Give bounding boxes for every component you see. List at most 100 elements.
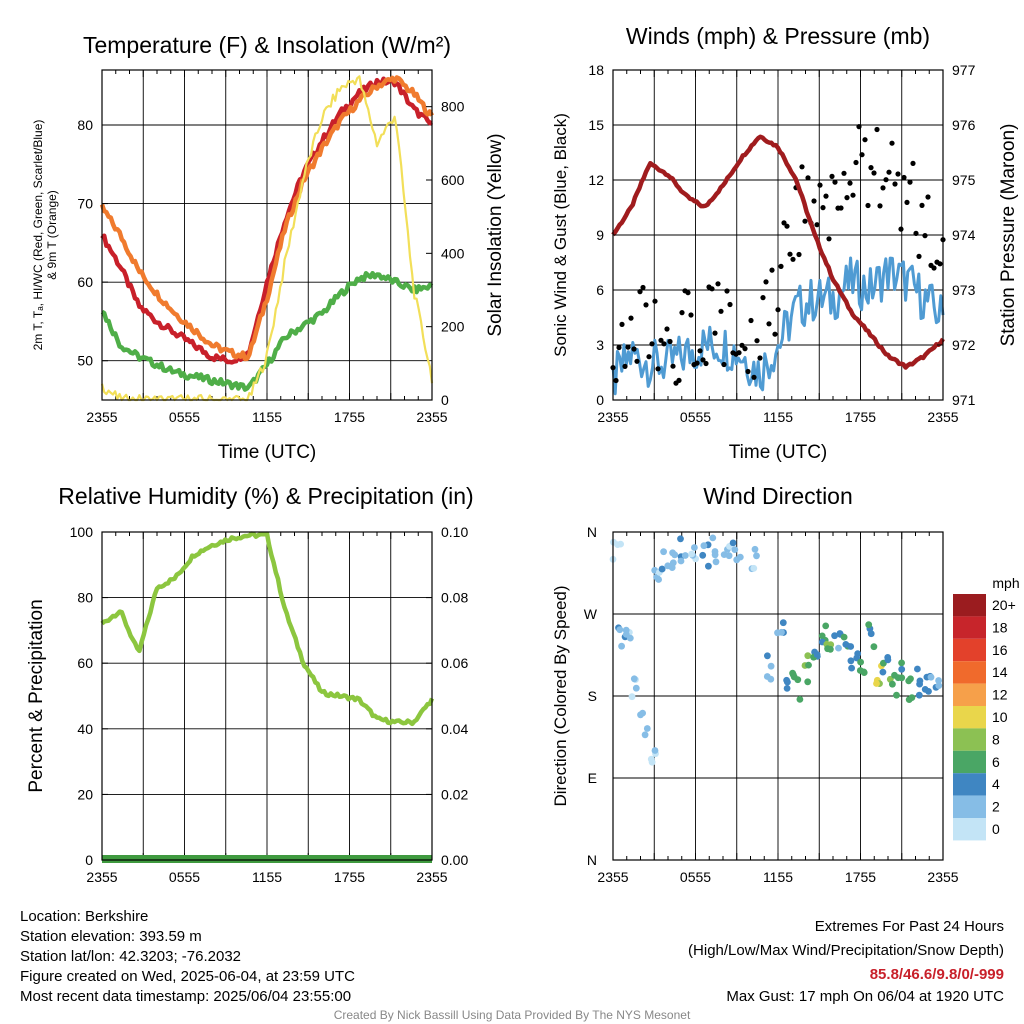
y-tick-label-right: 400	[441, 245, 465, 261]
winds-panel-title: Winds (mph) & Pressure (mb)	[626, 23, 930, 49]
wind-direction-panel: Wind Direction 2355 0555 1155 1755 2355 N E S W…	[551, 483, 1020, 885]
legend-label: 20+	[992, 597, 1016, 613]
gust-point	[898, 226, 904, 232]
gust-point	[892, 181, 898, 187]
direction-tick-label: N	[587, 852, 597, 868]
direction-point	[688, 550, 695, 558]
gust-point	[937, 261, 943, 267]
direction-point	[632, 684, 640, 692]
x-tick-label: 1755	[334, 409, 365, 425]
direction-point	[898, 659, 905, 667]
y-tick-label-left: 12	[588, 172, 604, 188]
max-gust: Max Gust: 17 mph On 06/04 at 1920 UTC	[726, 988, 1004, 1005]
gust-point	[742, 346, 748, 352]
legend-label: 10	[992, 709, 1008, 725]
gust-point	[670, 363, 676, 369]
humidity-y-ticks-left: 0 20 40 60 80 100	[70, 524, 108, 868]
gust-point	[763, 279, 769, 285]
temperature-y-ticks-right: 0 200 400 600 800	[426, 99, 465, 408]
direction-point	[870, 643, 878, 651]
direction-point	[677, 557, 685, 565]
direction-point	[709, 534, 717, 542]
direction-point	[854, 650, 862, 658]
y-tick-label-left: 18	[588, 62, 604, 78]
x-tick-label: 0555	[680, 869, 711, 885]
gust-point	[772, 331, 778, 337]
gust-point	[640, 284, 646, 291]
gust-point	[826, 236, 832, 242]
y-tick-label-left: 60	[77, 655, 93, 671]
gust-point	[676, 377, 682, 383]
y-tick-label-left: 40	[77, 721, 93, 737]
y-tick-label-right: 976	[952, 117, 976, 133]
direction-point	[647, 755, 655, 763]
direction-point	[779, 619, 787, 627]
pressure-y-axis-label: Station Pressure (Maroon)	[998, 124, 1019, 347]
direction-point	[668, 564, 676, 571]
direction-point	[804, 678, 812, 686]
gust-point	[883, 177, 889, 183]
gust-point	[634, 358, 640, 364]
gust-point	[859, 152, 865, 158]
extremes-legend: (High/Low/Max Wind/Precipitation/Snow De…	[688, 942, 1004, 959]
gust-point	[724, 288, 730, 294]
direction-point	[848, 664, 855, 672]
temperature-plot-frame	[101, 69, 433, 401]
direction-point	[925, 688, 932, 695]
direction-point	[783, 685, 791, 692]
gust-point	[874, 126, 880, 133]
gust-point	[817, 182, 823, 188]
gust-point	[847, 180, 853, 186]
legend-label: 8	[992, 731, 1000, 747]
x-tick-label: 0555	[680, 409, 711, 425]
direction-point	[764, 652, 771, 660]
direction-point	[750, 564, 758, 572]
series-line-td	[100, 270, 434, 392]
y-tick-label-right: 975	[952, 172, 976, 188]
gust-point	[841, 170, 847, 176]
gust-point	[889, 140, 895, 146]
y-tick-label-left: 80	[77, 590, 93, 606]
x-tick-label: 1155	[763, 869, 793, 885]
gust-point	[838, 205, 844, 211]
series-line-2m-t	[100, 76, 434, 365]
temperature-y-axis-label-line2: & 9m T (Orange)	[45, 190, 59, 280]
direction-point	[622, 626, 630, 634]
direction-point	[643, 725, 651, 732]
gust-point	[844, 195, 850, 201]
direction-point	[893, 691, 900, 699]
legend-swatch	[953, 728, 986, 751]
direction-tick-label: E	[588, 770, 597, 786]
direction-tick-label: S	[588, 688, 597, 704]
gust-point	[664, 326, 670, 332]
direction-point	[711, 548, 719, 555]
gust-point	[781, 220, 787, 226]
legend-swatch	[953, 750, 986, 774]
x-tick-label: 0555	[169, 409, 200, 425]
legend-label: 16	[992, 642, 1008, 658]
y-tick-label-left: 60	[77, 274, 93, 290]
y-tick-label-left: 9	[596, 227, 604, 243]
direction-point	[804, 652, 812, 660]
gust-point	[814, 222, 820, 228]
gust-point	[649, 341, 655, 347]
y-tick-label-left: 100	[70, 524, 94, 540]
direction-point	[847, 643, 855, 650]
gust-point	[745, 368, 751, 375]
direction-point	[725, 552, 733, 560]
direction-point	[628, 693, 636, 701]
gust-point	[700, 357, 706, 363]
footer-location: Location: Berkshire	[20, 908, 149, 925]
x-tick-label: 2355	[86, 869, 117, 885]
wind-direction-points	[609, 534, 943, 766]
wind-direction-panel-title: Wind Direction	[703, 483, 853, 509]
gust-point	[715, 281, 721, 287]
gust-point	[799, 164, 805, 170]
speed-legend: 20+ 18 16 14 12 10 8 6 4 2 0	[953, 594, 1016, 841]
y-tick-label-right: 0.04	[441, 721, 468, 737]
winds-y-axis-label: Sonic Wind & Gust (Blue, Black)	[551, 113, 570, 357]
direction-point	[935, 682, 943, 689]
direction-point	[729, 539, 737, 547]
direction-point	[767, 662, 775, 670]
extremes-heading: Extremes For Past 24 Hours	[814, 918, 1004, 935]
